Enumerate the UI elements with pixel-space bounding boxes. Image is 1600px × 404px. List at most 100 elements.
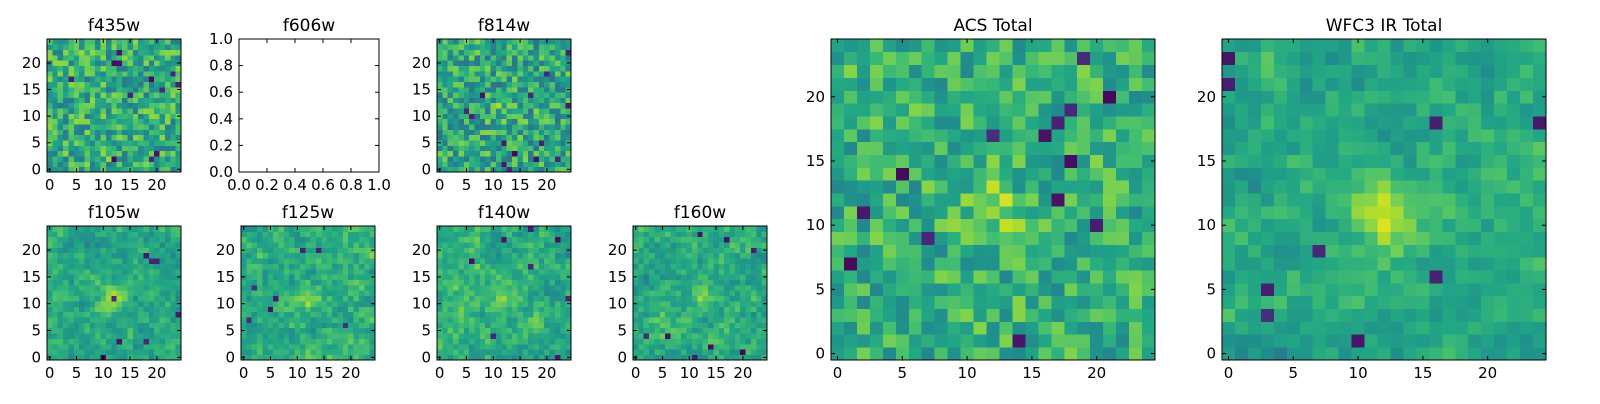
heatmap-cell bbox=[555, 103, 561, 109]
heatmap-cell bbox=[300, 242, 306, 248]
heatmap-cell bbox=[133, 145, 139, 151]
heatmap-cell bbox=[289, 301, 295, 307]
heatmap-cell bbox=[512, 113, 518, 119]
heatmap-cell bbox=[241, 306, 247, 312]
heatmap-cell bbox=[935, 78, 948, 91]
heatmap-cell bbox=[507, 333, 513, 339]
heatmap-cell bbox=[79, 344, 85, 350]
heatmap-cell bbox=[52, 119, 58, 125]
heatmap-cell bbox=[539, 129, 545, 135]
heatmap-cell bbox=[517, 344, 523, 350]
heatmap-cell bbox=[896, 78, 909, 91]
heatmap-cell bbox=[453, 317, 459, 323]
heatmap-cell bbox=[241, 269, 247, 275]
heatmap-cell bbox=[687, 306, 693, 312]
heatmap-cell bbox=[909, 193, 922, 206]
heatmap-cell bbox=[111, 306, 117, 312]
heatmap-cell bbox=[337, 290, 343, 296]
heatmap-cell bbox=[948, 142, 961, 155]
heatmap-cell bbox=[117, 140, 123, 146]
heatmap-cell bbox=[354, 328, 360, 334]
heatmap-cell bbox=[79, 312, 85, 318]
heatmap-cell bbox=[127, 253, 133, 259]
heatmap-cell bbox=[327, 253, 333, 259]
heatmap-cell bbox=[106, 55, 112, 61]
heatmap-cell bbox=[475, 161, 481, 167]
heatmap-cell bbox=[74, 55, 80, 61]
heatmap-cell bbox=[638, 306, 644, 312]
heatmap-cell bbox=[165, 253, 171, 259]
heatmap-cell bbox=[305, 306, 311, 312]
heatmap-cell bbox=[713, 242, 719, 248]
heatmap-cell bbox=[485, 124, 491, 130]
heatmap-cell bbox=[133, 71, 139, 77]
heatmap-cell bbox=[442, 151, 448, 157]
heatmap-cell bbox=[1129, 309, 1142, 322]
heatmap-cell bbox=[491, 82, 497, 88]
heatmap-cell bbox=[491, 306, 497, 312]
heatmap-cell bbox=[480, 274, 486, 280]
heatmap-cell bbox=[1390, 219, 1403, 232]
heatmap-cell bbox=[354, 296, 360, 302]
heatmap-cell bbox=[555, 253, 561, 259]
heatmap-cell bbox=[321, 237, 327, 243]
heatmap-cell bbox=[649, 290, 655, 296]
heatmap-cell bbox=[496, 140, 502, 146]
heatmap-cell bbox=[1416, 180, 1429, 193]
heatmap-cell bbox=[533, 108, 539, 114]
heatmap-cell bbox=[654, 258, 660, 264]
heatmap-cell bbox=[512, 71, 518, 77]
heatmap-cell bbox=[321, 253, 327, 259]
heatmap-cell bbox=[1520, 309, 1533, 322]
heatmap-cell bbox=[354, 226, 360, 232]
heatmap-cell bbox=[354, 264, 360, 270]
heatmap-cell bbox=[63, 156, 69, 162]
heatmap-cell bbox=[1378, 309, 1391, 322]
heatmap-cell bbox=[448, 269, 454, 275]
heatmap-cell bbox=[1077, 155, 1090, 168]
heatmap-cell bbox=[528, 108, 534, 114]
heatmap-cell bbox=[52, 328, 58, 334]
heatmap-cell bbox=[453, 253, 459, 259]
heatmap-cell bbox=[491, 242, 497, 248]
heatmap-cell bbox=[332, 269, 338, 275]
heatmap-cell bbox=[364, 253, 370, 259]
heatmap-cell bbox=[665, 328, 671, 334]
heatmap-cell bbox=[327, 264, 333, 270]
heatmap-cell bbox=[74, 87, 80, 93]
heatmap-cell bbox=[79, 140, 85, 146]
heatmap-cell bbox=[85, 156, 91, 162]
heatmap-cell bbox=[348, 242, 354, 248]
heatmap-cell bbox=[101, 151, 107, 157]
heatmap-cell bbox=[539, 296, 545, 302]
heatmap-cell bbox=[111, 258, 117, 264]
heatmap-cell bbox=[533, 344, 539, 350]
heatmap-cell bbox=[746, 242, 752, 248]
heatmap-cell bbox=[154, 247, 160, 253]
heatmap-cell bbox=[117, 242, 123, 248]
heatmap-cell bbox=[143, 264, 149, 270]
heatmap-cell bbox=[95, 66, 101, 72]
heatmap-cell bbox=[58, 119, 64, 125]
heatmap-cell bbox=[343, 306, 349, 312]
heatmap-cell bbox=[523, 55, 529, 61]
heatmap-cell bbox=[948, 52, 961, 65]
heatmap-cell bbox=[160, 98, 166, 104]
heatmap-cell bbox=[47, 44, 53, 50]
heatmap-cell bbox=[469, 76, 475, 82]
heatmap-cell bbox=[1248, 257, 1261, 270]
heatmap-cell bbox=[935, 193, 948, 206]
heatmap-cell bbox=[143, 274, 149, 280]
heatmap-cell bbox=[713, 317, 719, 323]
heatmap-cell bbox=[485, 317, 491, 323]
heatmap-cell bbox=[68, 264, 74, 270]
heatmap-cell bbox=[496, 349, 502, 355]
heatmap-cell bbox=[364, 328, 370, 334]
heatmap-cell bbox=[1051, 296, 1064, 309]
heatmap-cell bbox=[1012, 347, 1025, 360]
heatmap-cell bbox=[1064, 270, 1077, 283]
heatmap-cell bbox=[143, 108, 149, 114]
heatmap-cell bbox=[512, 269, 518, 275]
heatmap-cell bbox=[117, 55, 123, 61]
